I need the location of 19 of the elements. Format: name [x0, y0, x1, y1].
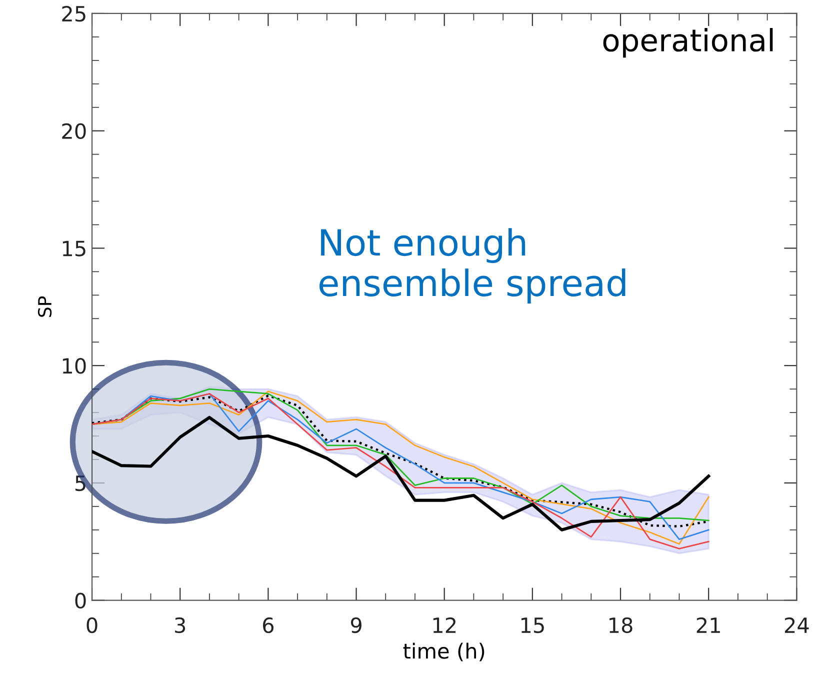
- x-tick-label: 12: [433, 617, 456, 633]
- x-tick-label: 3: [175, 617, 186, 634]
- x-tick-label: 15: [521, 618, 544, 634]
- y-tick-label: 15: [62, 240, 86, 256]
- annotation: operational: [603, 28, 773, 58]
- x-tick-label: 6: [263, 617, 274, 634]
- annotation: Not enough ensemble spread: [320, 228, 626, 304]
- y-axis-title: SP: [38, 296, 52, 317]
- y-tick-label: 5: [76, 476, 86, 492]
- x-tick-label: 24: [784, 617, 809, 633]
- x-tick-label: 9: [350, 617, 362, 634]
- x-tick-label: 0: [86, 617, 98, 634]
- x-axis-title: time (h): [403, 642, 484, 662]
- y-tick-label: 25: [62, 6, 86, 22]
- x-tick-label: 21: [696, 617, 720, 633]
- y-tick-label: 0: [75, 592, 86, 609]
- y-tick-label: 20: [62, 123, 86, 140]
- x-tick-label: 18: [610, 617, 632, 634]
- y-tick-label: 10: [62, 358, 86, 374]
